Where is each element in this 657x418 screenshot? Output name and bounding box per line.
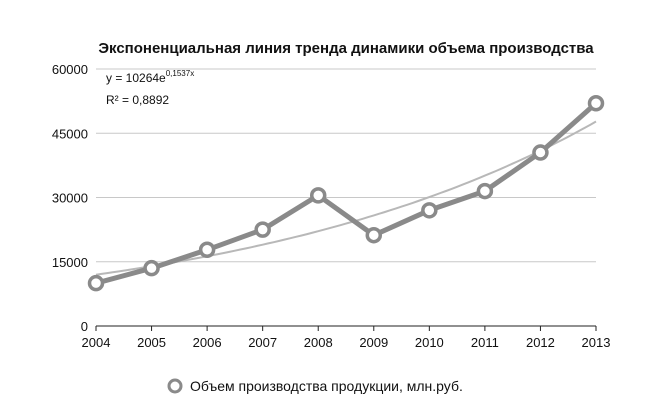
x-tick-label: 2004	[82, 335, 111, 350]
y-tick-label: 45000	[52, 126, 88, 141]
x-tick-label: 2011	[471, 335, 499, 350]
x-tick-label: 2012	[526, 335, 555, 350]
grid-lines	[96, 68, 596, 263]
trendline-equation-exponent: 0,1537x	[166, 69, 194, 78]
trendline-path	[95, 120, 597, 276]
trendline-equation-base: y = 10264e	[106, 71, 166, 85]
trendline-equation: y = 10264e0,1537x	[106, 69, 194, 85]
y-axis-ticks: 0 15000 30000 45000 60000	[52, 62, 88, 334]
x-axis-ticks: 2004 2005 2006 2007 2008 2009 2010 2011 2012 2013	[82, 326, 611, 350]
data-point	[532, 144, 549, 161]
series-layer	[87, 95, 605, 292]
x-tick-label: 2009	[359, 335, 388, 350]
trendline-r2: R² = 0,8892	[106, 93, 169, 107]
legend-label: Объем производства продукции, млн.руб.	[190, 378, 463, 394]
data-point	[365, 226, 383, 244]
x-tick-label: 2008	[304, 335, 333, 350]
data-point	[309, 187, 327, 204]
y-tick-label: 60000	[52, 62, 88, 77]
x-tick-label: 2013	[582, 335, 611, 350]
x-tick-label: 2010	[415, 335, 444, 350]
data-point	[198, 241, 216, 259]
data-point	[143, 259, 160, 277]
trendline-layer	[95, 120, 597, 276]
data-point	[87, 274, 105, 292]
chart-title: Экспоненциальная линия тренда динамики о…	[98, 40, 594, 57]
data-point	[476, 182, 494, 200]
y-tick-label: 15000	[52, 255, 88, 270]
x-tick-label: 2005	[137, 335, 166, 350]
legend: Объем производства продукции, млн.руб.	[167, 378, 463, 394]
x-tick-label: 2006	[193, 335, 222, 350]
series-line	[95, 101, 598, 286]
y-tick-label: 0	[81, 319, 88, 334]
x-tick-label: 2007	[248, 335, 277, 350]
data-point	[587, 95, 605, 112]
data-point	[421, 202, 438, 219]
y-tick-label: 30000	[52, 191, 88, 206]
data-point	[254, 221, 271, 238]
legend-marker	[167, 378, 183, 394]
